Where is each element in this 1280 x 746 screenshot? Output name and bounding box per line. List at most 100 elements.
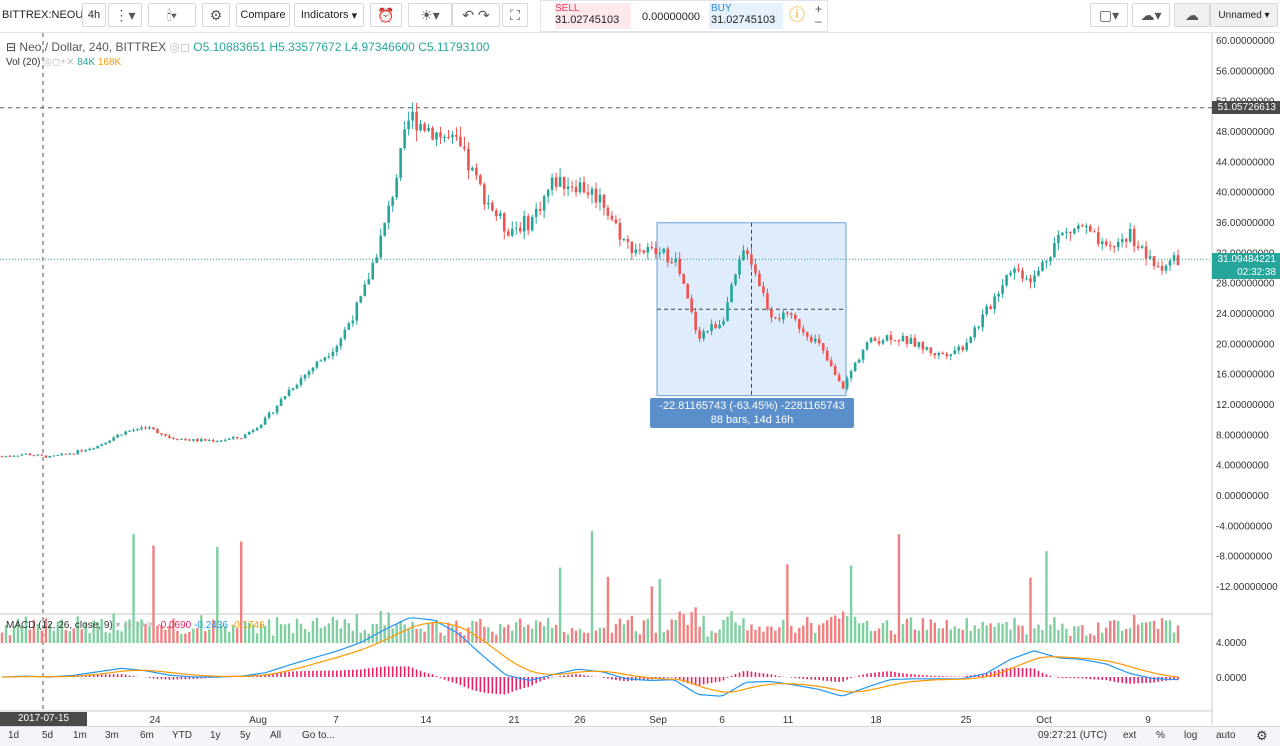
volume-bar [710, 631, 712, 643]
macd-hist-bar [707, 677, 709, 684]
candle-body [355, 303, 358, 321]
volume-bar [523, 627, 525, 643]
range-button-9[interactable]: Go to... [302, 730, 335, 741]
gear-icon[interactable]: ⚙ [1256, 728, 1268, 744]
symbol-search[interactable]: BITTREX:NEOUSD [2, 3, 80, 27]
range-button-7[interactable]: 5y [240, 730, 251, 741]
candle-body [1109, 245, 1112, 246]
candle-body [842, 381, 845, 388]
candle-body [686, 284, 689, 299]
interval-button[interactable]: 4h [82, 3, 106, 27]
percent-toggle[interactable]: % [1156, 730, 1165, 741]
candle-body [383, 223, 386, 236]
color-swatch-button[interactable]: ▢▾ [1090, 3, 1128, 27]
macd-hist-bar [914, 674, 916, 677]
cloud-save-button[interactable]: ☁ [1174, 3, 1210, 27]
candle-body [423, 124, 426, 131]
volume-bar [611, 633, 613, 643]
macd-hist-bar [1074, 677, 1076, 678]
range-button-5[interactable]: YTD [172, 730, 192, 741]
collapse-icon[interactable]: ⊟ [6, 40, 16, 54]
candle-body [762, 286, 765, 293]
volume-bar [886, 620, 888, 643]
undo-redo-group[interactable]: ↶ ↷ [452, 3, 500, 27]
volume-bar [340, 628, 342, 643]
macd-hist-bar [547, 677, 549, 679]
range-button-0[interactable]: 1d [8, 730, 19, 741]
range-button-1[interactable]: 5d [42, 730, 53, 741]
candle-body [37, 455, 40, 456]
candle-body [216, 441, 219, 442]
macd-hist-bar [121, 674, 123, 677]
candle-body [33, 455, 36, 456]
candle-body [535, 209, 538, 217]
macd-controls-icon[interactable]: ▾ ◎◻+✕ [116, 620, 155, 631]
range-button-3[interactable]: 3m [105, 730, 119, 741]
volume-bar [188, 632, 190, 643]
legend-controls-icon[interactable]: ◎◻ [169, 40, 189, 54]
price-tick-label: 20.00000000 [1216, 339, 1275, 350]
plus-minus-icon[interactable]: +– [815, 3, 827, 29]
candle-body [1165, 266, 1168, 271]
indicators-button[interactable]: Indicators ▾ [294, 3, 364, 27]
buy-price: 31.02745103 [711, 14, 783, 26]
chart-style-button[interactable]: 🕯▾ [148, 3, 196, 27]
volume-bar [806, 617, 808, 643]
volume-bar [706, 637, 708, 643]
volume-controls-icon[interactable]: ◎◻+✕ [43, 57, 74, 68]
ext-toggle[interactable]: ext [1123, 730, 1136, 741]
range-button-2[interactable]: 1m [73, 730, 87, 741]
compare-button[interactable]: Compare [236, 3, 290, 27]
candle-body [1173, 255, 1176, 260]
macd-hist-bar [735, 674, 737, 677]
macd-hist-bar [1145, 677, 1147, 683]
fullscreen-button[interactable]: ⛶ [502, 3, 528, 27]
candle-body [654, 248, 657, 254]
candle-body [124, 432, 127, 435]
sell-button[interactable]: SELL 31.02745103 [555, 3, 631, 29]
info-icon[interactable]: ⓘ [789, 3, 811, 29]
template-button[interactable]: ☀▾ [408, 3, 452, 27]
macd-hist-bar [1125, 677, 1127, 683]
volume-bar [730, 611, 732, 643]
volume-bar [1045, 551, 1047, 643]
ohlc-close: C5.11793100 [418, 40, 489, 54]
interval-dropdown[interactable]: ⋮▾ [108, 3, 142, 27]
candle-body [507, 231, 510, 235]
candle-body [471, 168, 474, 171]
cloud-load-button[interactable]: ☁▾ [1132, 3, 1170, 27]
layout-name[interactable]: Unnamed ▾ [1210, 3, 1278, 27]
macd-hist-bar [468, 677, 470, 689]
macd-hist-bar [954, 676, 956, 677]
buy-button[interactable]: BUY 31.02745103 [709, 3, 783, 29]
log-toggle[interactable]: log [1184, 730, 1197, 741]
candle-body [435, 132, 438, 139]
candle-body [706, 331, 709, 332]
macd-hist-bar [352, 670, 354, 677]
candle-body [332, 352, 335, 356]
auto-toggle[interactable]: auto [1216, 730, 1235, 741]
lightbulb-icon: ☀▾ [420, 7, 440, 24]
macd-hist-bar [942, 676, 944, 677]
candle-body [268, 413, 271, 418]
time-tick-label: 25 [960, 715, 972, 725]
volume-bar [834, 615, 836, 643]
candle-body [1013, 269, 1016, 273]
candle-body [997, 294, 1000, 297]
candle-body [415, 112, 418, 130]
macd-hist-bar [615, 677, 617, 680]
countdown-label: 02:32:38 [1212, 266, 1280, 279]
volume-bar [1001, 624, 1003, 643]
volume-bar [443, 636, 445, 643]
volume-bar [770, 627, 772, 643]
macd-hist-bar [759, 673, 761, 677]
time-tick-label: 21 [508, 715, 520, 725]
candle-body [200, 439, 203, 441]
settings-button[interactable]: ⚙ [202, 3, 230, 27]
range-button-4[interactable]: 6m [140, 730, 154, 741]
volume-bar [1017, 625, 1019, 643]
alert-button[interactable]: ⏰ [370, 3, 402, 27]
range-button-6[interactable]: 1y [210, 730, 221, 741]
range-button-8[interactable]: All [270, 730, 281, 741]
